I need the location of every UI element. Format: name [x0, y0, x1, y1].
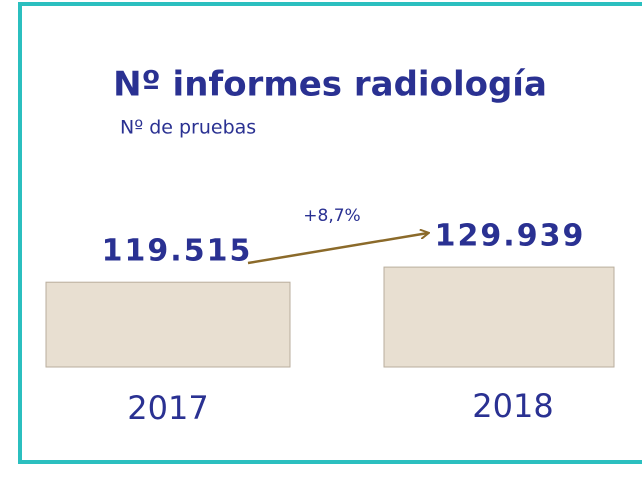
annotation: +8,7% — [303, 206, 360, 226]
value-label: 119.515 — [102, 234, 253, 269]
frame — [18, 2, 642, 464]
x-tick-label: 2017 — [127, 389, 208, 427]
chart-title: Nº informes radiología — [113, 65, 547, 105]
value-label: 129.939 — [435, 219, 586, 254]
change-arrow — [247, 233, 428, 265]
bar — [383, 266, 615, 368]
x-tick-label: 2018 — [472, 387, 553, 425]
bar — [45, 281, 291, 368]
chart-subtitle: Nº de pruebas — [120, 117, 256, 139]
